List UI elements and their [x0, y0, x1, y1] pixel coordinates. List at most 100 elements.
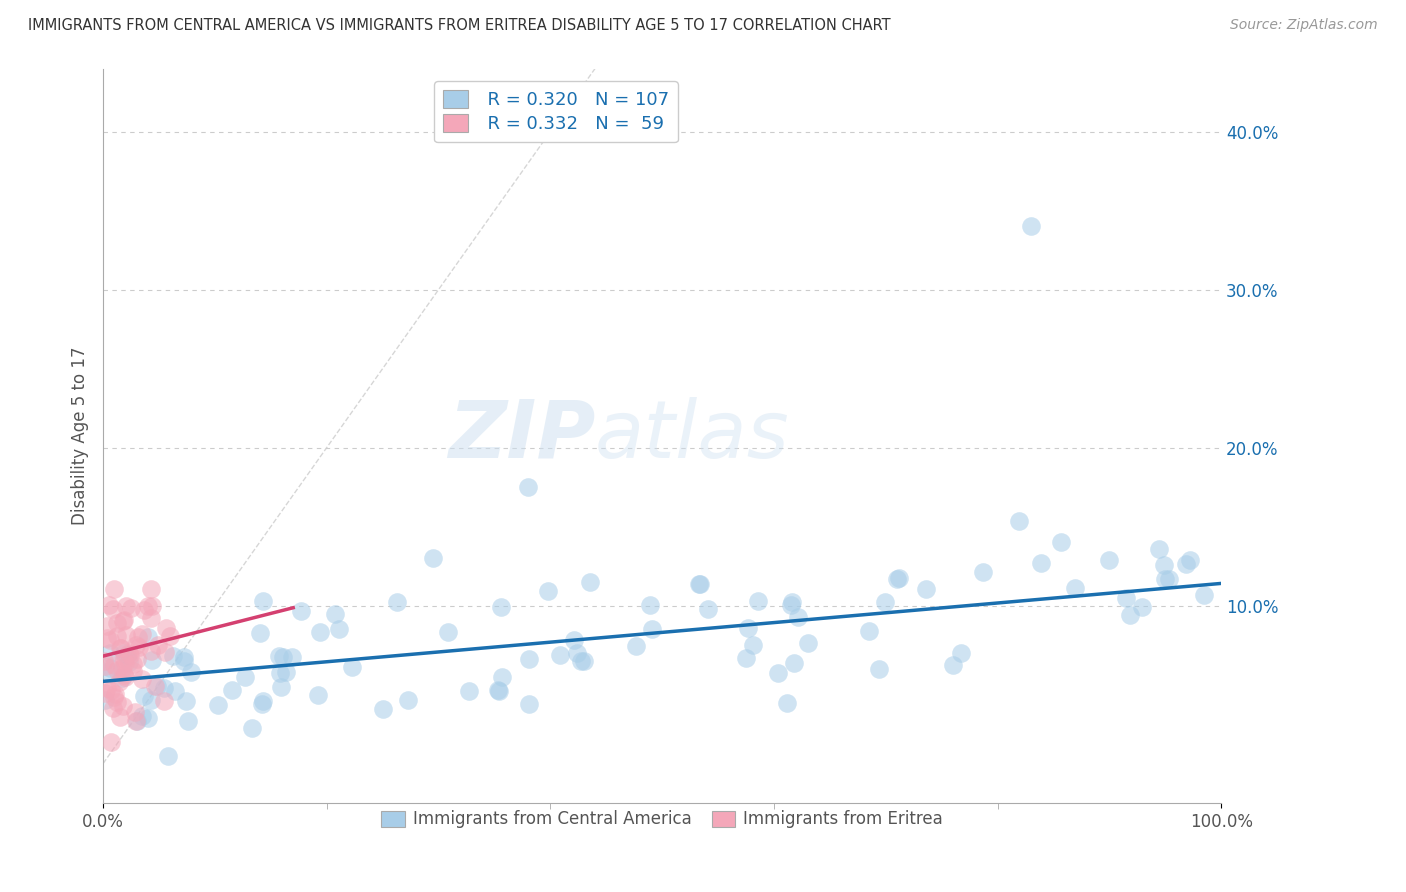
Point — [567, 646, 589, 660]
Point — [139, 644, 162, 658]
Point — [100, 683, 122, 698]
Point — [221, 682, 243, 697]
Point — [422, 551, 444, 566]
Point — [96, 631, 118, 645]
Point — [942, 657, 965, 672]
Point — [153, 681, 176, 695]
Point — [562, 633, 585, 648]
Point — [96, 681, 118, 696]
Legend: Immigrants from Central America, Immigrants from Eritrea: Immigrants from Central America, Immigra… — [374, 804, 949, 835]
Point — [94, 686, 117, 700]
Point — [141, 582, 163, 596]
Point — [143, 679, 166, 693]
Point — [101, 602, 124, 616]
Point — [176, 694, 198, 708]
Point — [1098, 553, 1121, 567]
Point — [96, 619, 118, 633]
Point — [118, 646, 141, 660]
Point — [120, 648, 142, 663]
Point — [180, 665, 202, 679]
Point — [114, 670, 136, 684]
Point — [162, 648, 184, 663]
Point — [112, 668, 135, 682]
Point — [146, 638, 169, 652]
Point — [250, 698, 273, 712]
Point — [97, 599, 120, 613]
Point — [638, 598, 661, 612]
Point — [114, 628, 136, 642]
Point — [780, 595, 803, 609]
Point — [1019, 219, 1042, 234]
Point — [233, 670, 256, 684]
Point — [100, 735, 122, 749]
Text: ZIP: ZIP — [447, 397, 595, 475]
Point — [797, 636, 820, 650]
Point — [641, 622, 664, 636]
Point — [112, 613, 135, 627]
Point — [1008, 514, 1031, 528]
Point — [548, 648, 571, 662]
Point — [112, 614, 135, 628]
Point — [141, 653, 163, 667]
Point — [328, 622, 350, 636]
Point — [240, 722, 263, 736]
Y-axis label: Disability Age 5 to 17: Disability Age 5 to 17 — [72, 346, 89, 525]
Point — [624, 639, 647, 653]
Point — [114, 657, 136, 671]
Point — [252, 694, 274, 708]
Point — [107, 674, 129, 689]
Point — [489, 600, 512, 615]
Point — [307, 688, 329, 702]
Point — [136, 630, 159, 644]
Point — [323, 607, 346, 621]
Point — [131, 627, 153, 641]
Point — [437, 624, 460, 639]
Text: Source: ZipAtlas.com: Source: ZipAtlas.com — [1230, 18, 1378, 32]
Point — [517, 480, 540, 494]
Point — [94, 692, 117, 706]
Point — [290, 604, 312, 618]
Point — [950, 647, 973, 661]
Point — [252, 594, 274, 608]
Point — [868, 662, 890, 676]
Point — [1063, 581, 1085, 595]
Point — [153, 645, 176, 659]
Point — [141, 599, 163, 614]
Point — [115, 599, 138, 613]
Point — [491, 670, 513, 684]
Point — [371, 702, 394, 716]
Point — [122, 657, 145, 672]
Point — [1050, 534, 1073, 549]
Point — [156, 748, 179, 763]
Point — [488, 683, 510, 698]
Point — [537, 584, 560, 599]
Point — [98, 633, 121, 648]
Point — [915, 582, 938, 597]
Point — [103, 658, 125, 673]
Point — [747, 593, 769, 607]
Point — [139, 611, 162, 625]
Point — [173, 654, 195, 668]
Point — [578, 575, 600, 590]
Point — [141, 693, 163, 707]
Point — [132, 603, 155, 617]
Point — [105, 615, 128, 630]
Point — [1130, 599, 1153, 614]
Point — [572, 654, 595, 668]
Point — [163, 684, 186, 698]
Point — [1119, 608, 1142, 623]
Point — [271, 650, 294, 665]
Point — [972, 565, 994, 579]
Point — [108, 710, 131, 724]
Point — [101, 701, 124, 715]
Point — [122, 664, 145, 678]
Point — [159, 629, 181, 643]
Point — [458, 684, 481, 698]
Point — [1031, 556, 1053, 570]
Point — [689, 577, 711, 591]
Point — [104, 687, 127, 701]
Point — [110, 641, 132, 656]
Point — [108, 640, 131, 655]
Point — [1115, 591, 1137, 606]
Point — [517, 652, 540, 666]
